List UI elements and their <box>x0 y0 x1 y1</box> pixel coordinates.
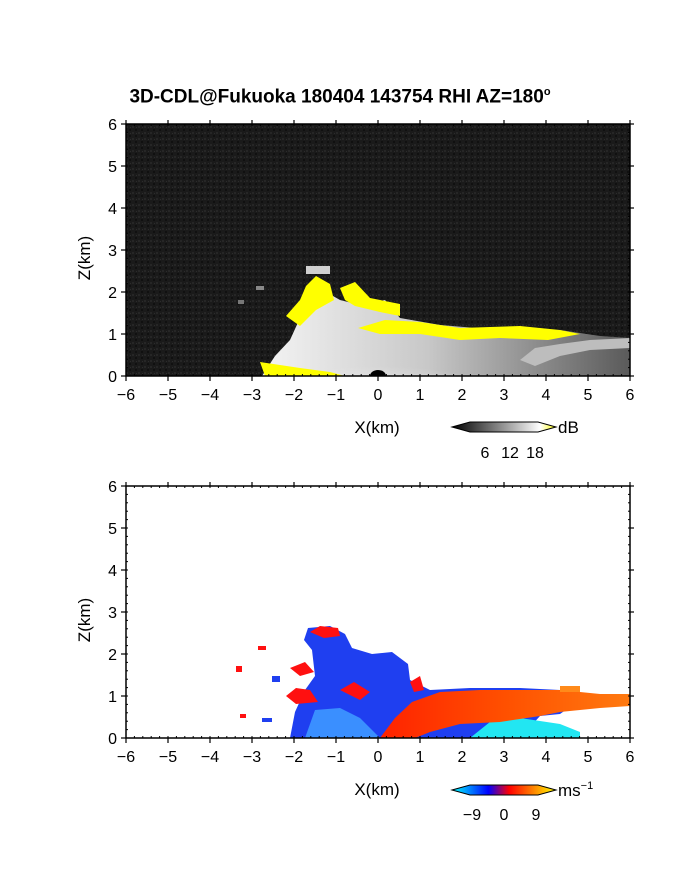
x-tick-label-5: −1 <box>327 749 345 766</box>
colorbar-1-tick-1: 12 <box>501 445 519 462</box>
velocity-spot-2 <box>236 666 242 672</box>
velocity-spot-5 <box>272 676 280 682</box>
velocity-light-blue <box>305 708 380 738</box>
x-tick-label-12: 6 <box>626 749 635 766</box>
x-tick-label-2: −4 <box>201 749 219 766</box>
y-tick-label-5: 5 <box>108 159 117 176</box>
x-tick-label-5: −1 <box>327 387 345 404</box>
y-tick-label-6: 6 <box>108 479 117 496</box>
x-tick-label-10: 4 <box>542 387 551 404</box>
echo-core <box>240 326 520 376</box>
velocity-spot-4 <box>262 718 272 722</box>
x-tick-label-7: 1 <box>416 749 425 766</box>
y-axis-label: Z(km) <box>75 598 94 642</box>
x-tick-label-4: −2 <box>285 749 303 766</box>
colorbar-2-tick-2: 9 <box>532 807 541 824</box>
x-tick-label-11: 5 <box>584 749 593 766</box>
panel-snr <box>126 124 630 376</box>
echo-cap <box>306 266 330 274</box>
x-tick-label-1: −5 <box>159 387 177 404</box>
x-tick-label-9: 3 <box>500 749 509 766</box>
x-tick-label-9: 3 <box>500 387 509 404</box>
y-tick-label-4: 4 <box>108 563 117 580</box>
y-tick-label-2: 2 <box>108 647 117 664</box>
yellow-layer <box>358 320 580 340</box>
colorbar-2-tick-1: 0 <box>500 807 509 824</box>
echo-spot-2 <box>238 300 244 304</box>
y-tick-label-3: 3 <box>108 605 117 622</box>
velocity-red-patch-2 <box>310 626 340 638</box>
velocity-tail <box>560 686 580 692</box>
x-axis-label: X(km) <box>354 780 399 799</box>
x-tick-label-7: 1 <box>416 387 425 404</box>
x-axis-label: X(km) <box>354 418 399 437</box>
yellow-ground-band <box>260 362 345 376</box>
x-tick-label-8: 2 <box>458 749 467 766</box>
yellow-region-top-left <box>286 276 334 326</box>
x-tick-label-1: −5 <box>159 749 177 766</box>
radar-site <box>370 370 386 376</box>
y-tick-label-3: 3 <box>108 243 117 260</box>
x-tick-label-12: 6 <box>626 387 635 404</box>
colorbar-1-bar <box>450 421 558 433</box>
x-tick-label-6: 0 <box>374 387 383 404</box>
x-tick-label-8: 2 <box>458 387 467 404</box>
x-tick-label-4: −2 <box>285 387 303 404</box>
panel-2-ticks: −6 −5 −4 −3 −2 −1 0 1 2 3 4 5 6 0 1 2 3 4 5 6 X(km) Z(km) <box>75 479 635 799</box>
velocity-spot-1 <box>258 646 266 650</box>
colorbar-2-tick-0: −9 <box>463 807 481 824</box>
colorbar-2: ms−1 −9 0 9 <box>450 780 593 824</box>
y-tick-label-5: 5 <box>108 521 117 538</box>
echo-spot-1 <box>256 286 264 290</box>
x-tick-label-3: −3 <box>243 387 261 404</box>
yellow-region-top <box>340 282 400 316</box>
y-tick-label-4: 4 <box>108 201 117 218</box>
y-tick-label-2: 2 <box>108 285 117 302</box>
panel-velocity <box>126 486 630 738</box>
x-tick-label-0: −6 <box>117 387 135 404</box>
velocity-red-patch-1 <box>286 688 318 704</box>
velocity-orange-region <box>380 690 630 738</box>
velocity-red-patch-4 <box>340 682 370 700</box>
colorbar-1-tick-0: 6 <box>481 445 490 462</box>
colorbar-1-unit: dB <box>558 418 579 437</box>
velocity-red-patch-3 <box>290 662 314 676</box>
y-tick-label-1: 1 <box>108 689 117 706</box>
velocity-red-patch-5 <box>410 676 424 692</box>
x-tick-label-11: 5 <box>584 387 593 404</box>
y-tick-label-6: 6 <box>108 117 117 134</box>
colorbar-2-bar <box>450 784 558 796</box>
x-tick-label-2: −4 <box>201 387 219 404</box>
velocity-spot-3 <box>240 714 246 718</box>
y-tick-label-1: 1 <box>108 327 117 344</box>
y-tick-label-0: 0 <box>108 731 117 748</box>
figure-title: 3D-CDL@Fukuoka 180404 143754 RHI AZ=180o <box>129 86 551 108</box>
colorbar-2-unit: ms−1 <box>558 780 593 800</box>
panel-1-ticks: −6 −5 −4 −3 −2 −1 0 1 2 3 4 5 6 0 1 2 3 4 5 6 X(km) Z(km) <box>75 117 635 437</box>
echo-tail <box>520 338 630 366</box>
y-axis-label: Z(km) <box>75 236 94 280</box>
x-tick-label-10: 4 <box>542 749 551 766</box>
velocity-cyan-region <box>470 718 580 738</box>
x-tick-label-0: −6 <box>117 749 135 766</box>
colorbar-1-tick-2: 18 <box>526 445 544 462</box>
y-tick-label-0: 0 <box>108 369 117 386</box>
x-tick-label-3: −3 <box>243 749 261 766</box>
colorbar-1: dB 6 12 18 <box>450 418 579 462</box>
x-tick-label-6: 0 <box>374 749 383 766</box>
